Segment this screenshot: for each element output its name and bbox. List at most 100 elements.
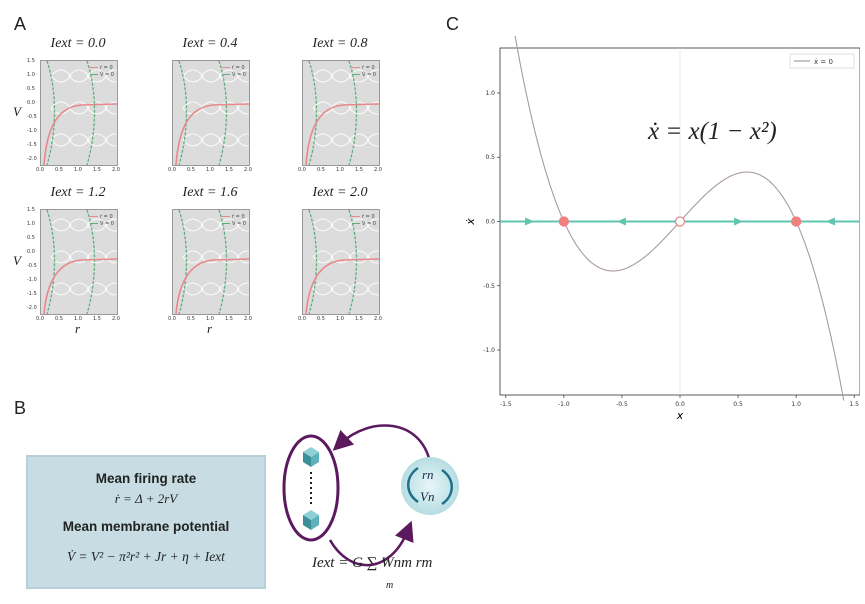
feedback-arrow: [332, 424, 432, 463]
y-tick-label: -1.0: [27, 277, 37, 284]
bifurcation-plot: -1.5 -1.0 -0.5 0.0 0.5 1.0 1.5 1.0 0.5 0.0 -0.5 -1.…: [464, 35, 860, 420]
streamline: [200, 69, 222, 83]
x-tick-label: 2.0: [112, 167, 120, 173]
subplot-legend: ṙ = 0 V̇ = 0: [352, 65, 376, 79]
streamline: [312, 250, 334, 264]
r-nullcline: [305, 258, 379, 314]
streamline: [200, 218, 222, 232]
x-tick-label: 0.0: [168, 167, 176, 173]
x-tick-label: 1.5: [355, 316, 363, 322]
x-tick-label: -1.5: [500, 401, 512, 408]
x-tick-label: 1.0: [206, 167, 214, 173]
streamline: [104, 250, 117, 264]
x-axis-label: r: [207, 321, 213, 336]
x-tick-label: 0.5: [55, 316, 63, 322]
x-tick-label: 1.0: [74, 316, 82, 322]
x-tick-label: 1.0: [206, 316, 214, 322]
streamline: [86, 69, 108, 83]
x-tick-label: 1.5: [93, 167, 101, 173]
legend-r-null: ṙ = 0: [100, 65, 113, 71]
subplot-title: Iext = 0.8: [312, 36, 368, 51]
streamline: [218, 101, 240, 115]
streamline: [330, 218, 352, 232]
y-tick-label: 1.0: [485, 90, 495, 97]
x-tick-label: 1.5: [225, 316, 233, 322]
streamline: [68, 282, 90, 296]
streamline: [50, 69, 72, 83]
flow-arrow: [616, 217, 626, 226]
streamline: [200, 282, 222, 296]
streamline: [348, 133, 370, 147]
unstable-fixed-point: [674, 216, 686, 227]
v-nullcline: [348, 210, 358, 314]
x-axis-label: x: [676, 409, 684, 420]
x-tick-label: 1.5: [355, 167, 363, 173]
streamline: [312, 69, 334, 83]
legend-r-null: ṙ = 0: [100, 214, 113, 220]
x-tick-label: 0.5: [187, 167, 195, 173]
phase-plane-subplot: ṙ = 0 V̇ = 0: [172, 60, 250, 166]
node-cube-top: [303, 447, 319, 467]
v-nullcline: [46, 210, 56, 314]
streamline: [200, 101, 222, 115]
streamline: [86, 218, 108, 232]
v-nullcline: [348, 61, 358, 165]
streamline: [68, 69, 90, 83]
streamline: [104, 69, 117, 83]
streamline: [68, 133, 90, 147]
x-tick-label: 1.5: [225, 167, 233, 173]
streamline: [182, 218, 204, 232]
legend-label: ẋ = 0: [814, 58, 833, 66]
legend-v-null: V̇ = 0: [232, 221, 246, 227]
y-tick-label: -1.5: [27, 291, 37, 298]
membrane-potential-heading: Mean membrane potential: [62, 519, 230, 534]
phase-plane-subplot: ṙ = 0 V̇ = 0: [172, 209, 250, 315]
y-tick-label: 0.0: [485, 219, 495, 226]
streamline: [366, 69, 379, 83]
streamline: [236, 69, 249, 83]
streamline: [104, 133, 117, 147]
x-tick-label: 2.0: [374, 316, 382, 322]
x-tick-label: 0.0: [168, 316, 176, 322]
streamline: [68, 101, 90, 115]
x-tick-label: 0.0: [298, 316, 306, 322]
firing-rate-heading: Mean firing rate: [95, 471, 197, 486]
y-tick-label: 0.0: [27, 100, 35, 107]
node-label-v: Vn: [420, 489, 434, 504]
y-axis-label: V: [13, 104, 21, 119]
streamline: [182, 69, 204, 83]
streamline: [182, 282, 204, 296]
legend-r-null: ṙ = 0: [232, 214, 245, 220]
legend-v-null: V̇ = 0: [100, 72, 114, 78]
flow-arrow: [734, 217, 744, 226]
v-nullcline: [308, 61, 318, 165]
streamline: [236, 250, 249, 264]
subplot-title: Iext = 0.4: [182, 36, 238, 51]
streamline: [330, 282, 352, 296]
membrane-potential-equation: V̇ = V² − π²r² + Jr + η + Iext: [67, 549, 225, 564]
population-ellipse: [282, 434, 340, 542]
streamline: [236, 133, 249, 147]
streamline: [218, 133, 240, 147]
streamline: [86, 282, 108, 296]
streamline: [182, 250, 204, 264]
streamline: [104, 218, 117, 232]
streamline: [86, 250, 108, 264]
subplot-title: Iext = 1.6: [182, 185, 238, 200]
node-cube-bottom: [303, 510, 319, 530]
legend-r-null: ṙ = 0: [362, 214, 375, 220]
node-label-r: rn: [422, 467, 434, 482]
streamline: [50, 250, 72, 264]
streamline: [182, 133, 204, 147]
y-tick-label: 1.5: [27, 207, 35, 213]
x-tick-label: 0.0: [298, 167, 306, 173]
x-axis-label: r: [75, 321, 81, 336]
phase-plane-subplot: ṙ = 0 V̇ = 0: [302, 60, 380, 166]
r-nullcline: [175, 103, 249, 165]
streamline: [218, 282, 240, 296]
v-nullcline: [218, 61, 228, 165]
y-tick-label: -2.0: [27, 156, 37, 163]
legend-r-null: ṙ = 0: [232, 65, 245, 71]
subplot-legend: ṙ = 0 V̇ = 0: [222, 214, 246, 228]
x-tick-label: 0.0: [36, 316, 44, 322]
